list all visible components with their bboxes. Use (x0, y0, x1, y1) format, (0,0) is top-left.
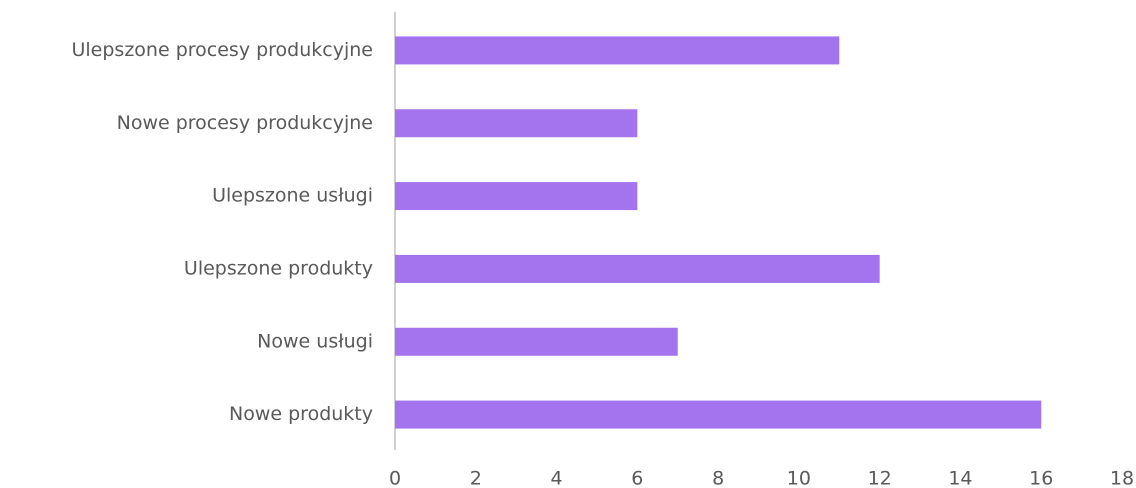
x-tick-label: 6 (631, 468, 643, 488)
y-tick-label: Nowe procesy produkcyjne (117, 112, 373, 134)
x-tick-label: 8 (712, 468, 724, 488)
x-tick-label: 12 (868, 468, 892, 488)
bar (395, 400, 1042, 429)
y-tick-label: Ulepszone usługi (212, 185, 373, 207)
x-tick-label: 14 (948, 468, 972, 488)
x-tick-label: 4 (551, 468, 563, 488)
y-tick-label: Ulepszone produkty (184, 257, 373, 279)
bar (395, 182, 638, 211)
x-tick-label: 10 (787, 468, 811, 488)
bar (395, 109, 638, 138)
y-tick-label: Ulepszone procesy produkcyjne (72, 39, 374, 61)
x-tick-label: 2 (470, 468, 482, 488)
x-tick-label: 0 (389, 468, 401, 488)
x-tick-label: 18 (1110, 468, 1134, 488)
y-tick-label: Nowe produkty (229, 403, 373, 425)
bar (395, 254, 880, 283)
y-tick-label: Nowe usługi (257, 330, 373, 352)
bar (395, 36, 840, 65)
x-tick-label: 16 (1029, 468, 1053, 488)
bar (395, 327, 678, 356)
